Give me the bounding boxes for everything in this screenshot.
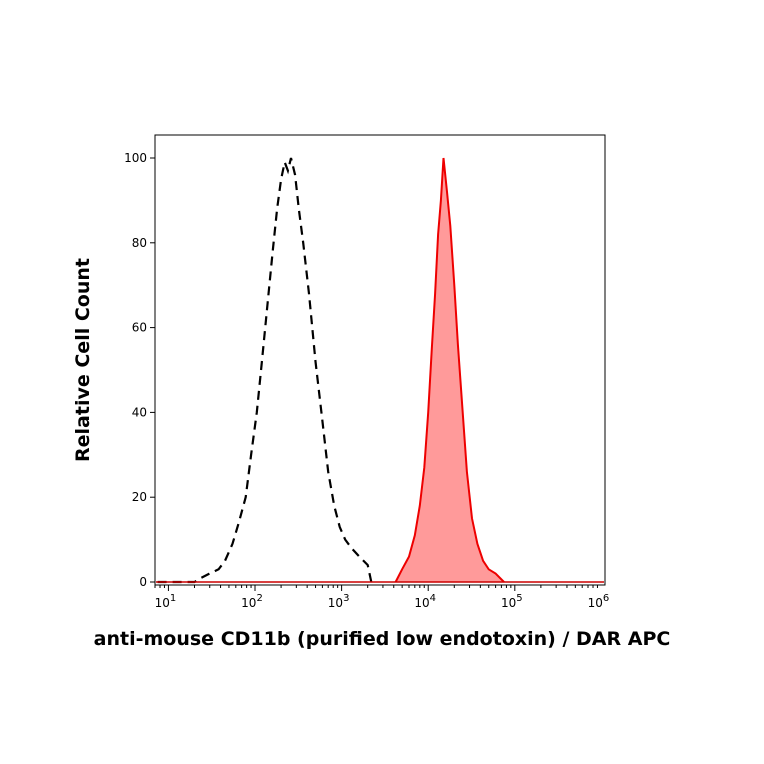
- x-tick-label: 104: [414, 593, 436, 610]
- y-axis-title: Relative Cell Count: [72, 258, 94, 462]
- plot-frame: [154, 134, 606, 586]
- x-tick-label: 103: [328, 593, 350, 610]
- histogram-line-control: [157, 157, 373, 584]
- x-tick-label: 102: [241, 593, 263, 610]
- x-tick-label: 106: [588, 593, 610, 610]
- y-tick-label: 60: [132, 321, 147, 335]
- y-tick-label: 100: [124, 151, 147, 165]
- y-tick-label: 0: [139, 575, 147, 589]
- x-tick-label: 101: [155, 593, 177, 610]
- histogram-line-stained: [394, 157, 505, 583]
- x-axis-title: anti-mouse CD11b (purified low endotoxin…: [94, 628, 671, 650]
- y-axis: 0 20 40 60 80 100: [124, 151, 155, 589]
- y-tick-label: 80: [132, 236, 147, 250]
- y-tick-label: 40: [132, 405, 147, 419]
- y-tick-label: 20: [132, 490, 147, 504]
- x-axis: 101 102 103 104 105 106: [154, 585, 610, 610]
- histogram-fill-stained: [395, 158, 504, 582]
- series-layer: [156, 157, 604, 584]
- x-tick-label: 105: [501, 593, 523, 610]
